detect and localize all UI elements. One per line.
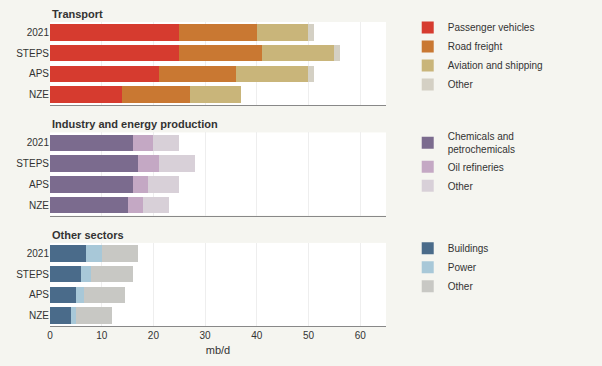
svg-text:30: 30 xyxy=(200,330,212,341)
svg-text:NZE: NZE xyxy=(29,310,49,321)
svg-text:APS: APS xyxy=(29,179,49,190)
svg-text:NZE: NZE xyxy=(29,89,49,100)
svg-text:STEPS: STEPS xyxy=(16,48,49,59)
svg-text:Other: Other xyxy=(448,281,474,292)
svg-text:Oil refineries: Oil refineries xyxy=(448,162,504,173)
svg-text:20: 20 xyxy=(148,330,160,341)
svg-text:Transport: Transport xyxy=(52,8,103,20)
svg-text:Passenger vehicles: Passenger vehicles xyxy=(448,22,535,33)
svg-text:Industry and energy production: Industry and energy production xyxy=(52,118,218,130)
svg-text:2021: 2021 xyxy=(27,248,50,259)
svg-text:50: 50 xyxy=(303,330,315,341)
svg-text:NZE: NZE xyxy=(29,200,49,211)
svg-text:Other: Other xyxy=(448,79,474,90)
svg-text:Other sectors: Other sectors xyxy=(52,229,124,241)
svg-text:2021: 2021 xyxy=(27,137,50,148)
svg-text:10: 10 xyxy=(96,330,108,341)
svg-text:Road freight: Road freight xyxy=(448,41,503,52)
svg-text:mb/d: mb/d xyxy=(206,344,230,356)
svg-text:Chemicals andpetrochemicals: Chemicals andpetrochemicals xyxy=(448,131,515,155)
svg-text:APS: APS xyxy=(29,68,49,79)
svg-text:Power: Power xyxy=(448,262,477,273)
svg-text:STEPS: STEPS xyxy=(16,158,49,169)
svg-text:2021: 2021 xyxy=(27,27,50,38)
svg-text:60: 60 xyxy=(355,330,367,341)
svg-text:Buildings: Buildings xyxy=(448,243,489,254)
svg-text:0: 0 xyxy=(47,330,53,341)
svg-text:STEPS: STEPS xyxy=(16,269,49,280)
svg-text:Other: Other xyxy=(448,181,474,192)
svg-text:40: 40 xyxy=(251,330,263,341)
svg-text:Aviation and shipping: Aviation and shipping xyxy=(448,60,543,71)
svg-text:APS: APS xyxy=(29,289,49,300)
